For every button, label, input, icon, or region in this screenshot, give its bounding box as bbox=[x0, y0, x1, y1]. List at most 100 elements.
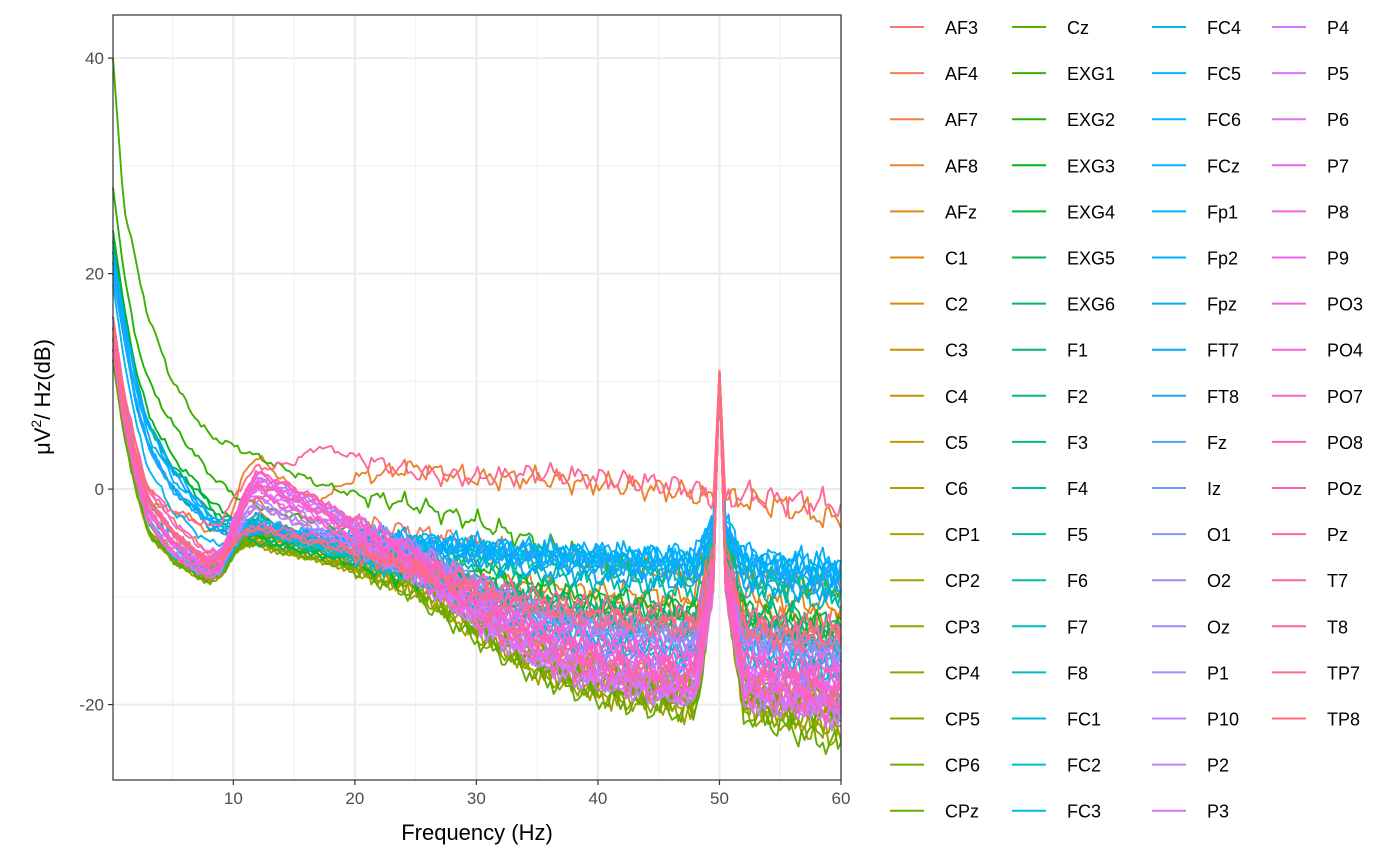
legend-label: FT7 bbox=[1207, 341, 1239, 361]
legend-item-CP6: CP6 bbox=[890, 756, 980, 776]
legend-item-P8: P8 bbox=[1272, 202, 1349, 222]
legend-item-FC4: FC4 bbox=[1152, 18, 1241, 38]
legend-item-C5: C5 bbox=[890, 433, 968, 453]
legend-item-AFz: AFz bbox=[890, 202, 977, 222]
legend-item-CP5: CP5 bbox=[890, 710, 980, 730]
legend-item-Cz: Cz bbox=[1012, 18, 1089, 38]
legend-item-P10: P10 bbox=[1152, 710, 1239, 730]
x-tick-label: 50 bbox=[710, 789, 729, 808]
legend-item-EXG1: EXG1 bbox=[1012, 64, 1115, 84]
legend-label: FT8 bbox=[1207, 387, 1239, 407]
legend-label: P9 bbox=[1327, 249, 1349, 269]
x-axis-title: Frequency (Hz) bbox=[401, 820, 553, 845]
legend-item-Iz: Iz bbox=[1152, 479, 1221, 499]
plot-panel-border bbox=[112, 14, 842, 781]
legend-label: F2 bbox=[1067, 387, 1088, 407]
legend-item-FC1: FC1 bbox=[1012, 710, 1101, 730]
legend-label: F6 bbox=[1067, 571, 1088, 591]
legend-item-POz: POz bbox=[1272, 479, 1362, 499]
series-line-TP8 bbox=[112, 327, 842, 651]
legend-label: Iz bbox=[1207, 479, 1221, 499]
legend-item-EXG5: EXG5 bbox=[1012, 249, 1115, 269]
legend-label: FC4 bbox=[1207, 18, 1241, 38]
legend-item-C2: C2 bbox=[890, 295, 968, 315]
legend-item-PO7: PO7 bbox=[1272, 387, 1363, 407]
x-tick-label: 10 bbox=[224, 789, 243, 808]
legend-label: EXG2 bbox=[1067, 110, 1115, 130]
legend-item-Pz: Pz bbox=[1272, 525, 1348, 545]
legend-label: Oz bbox=[1207, 617, 1230, 637]
legend-item-FCz: FCz bbox=[1152, 156, 1240, 176]
legend-item-FT8: FT8 bbox=[1152, 387, 1239, 407]
legend-label: CP1 bbox=[945, 525, 980, 545]
x-tick-label: 60 bbox=[832, 789, 851, 808]
legend-item-EXG2: EXG2 bbox=[1012, 110, 1115, 130]
legend-label: POz bbox=[1327, 479, 1362, 499]
legend-label: P7 bbox=[1327, 156, 1349, 176]
legend-item-O1: O1 bbox=[1152, 525, 1231, 545]
legend-item-Fp1: Fp1 bbox=[1152, 202, 1238, 222]
y-axis-title-superscript: 2 bbox=[28, 420, 44, 428]
legend-label: Fz bbox=[1207, 433, 1227, 453]
legend-label: TP7 bbox=[1327, 663, 1360, 683]
legend-label: C5 bbox=[945, 433, 968, 453]
legend-item-C1: C1 bbox=[890, 249, 968, 269]
legend-item-PO4: PO4 bbox=[1272, 341, 1363, 361]
legend-label: AF7 bbox=[945, 110, 978, 130]
y-tick-label: 20 bbox=[85, 265, 104, 284]
legend-item-P3: P3 bbox=[1152, 802, 1229, 822]
legend-item-F8: F8 bbox=[1012, 663, 1088, 683]
legend-item-P4: P4 bbox=[1272, 18, 1349, 38]
legend-item-F5: F5 bbox=[1012, 525, 1088, 545]
legend-item-F3: F3 bbox=[1012, 433, 1088, 453]
legend-item-P7: P7 bbox=[1272, 156, 1349, 176]
legend-label: P6 bbox=[1327, 110, 1349, 130]
x-axis: 10 20 30 40 50 60 bbox=[224, 780, 851, 808]
legend-item-P6: P6 bbox=[1272, 110, 1349, 130]
x-tick-label: 20 bbox=[345, 789, 364, 808]
legend-item-FC6: FC6 bbox=[1152, 110, 1241, 130]
legend-label: FCz bbox=[1207, 156, 1240, 176]
legend-label: P2 bbox=[1207, 756, 1229, 776]
legend-label: AF3 bbox=[945, 18, 978, 38]
legend-label: EXG6 bbox=[1067, 295, 1115, 315]
legend-item-CP3: CP3 bbox=[890, 617, 980, 637]
legend-item-C6: C6 bbox=[890, 479, 968, 499]
legend-label: FC5 bbox=[1207, 64, 1241, 84]
legend-label: Pz bbox=[1327, 525, 1348, 545]
y-axis-title-suffix: / Hz(dB) bbox=[30, 339, 55, 420]
x-tick-label: 40 bbox=[588, 789, 607, 808]
legend-label: EXG4 bbox=[1067, 202, 1115, 222]
legend-label: F4 bbox=[1067, 479, 1088, 499]
legend-item-P1: P1 bbox=[1152, 663, 1229, 683]
legend-label: AFz bbox=[945, 202, 977, 222]
y-axis: -20 0 20 40 bbox=[79, 49, 113, 715]
legend-item-PO8: PO8 bbox=[1272, 433, 1363, 453]
legend-item-TP8: TP8 bbox=[1272, 710, 1360, 730]
legend-item-EXG6: EXG6 bbox=[1012, 295, 1115, 315]
legend-item-FC5: FC5 bbox=[1152, 64, 1241, 84]
legend-label: FC3 bbox=[1067, 802, 1101, 822]
legend-label: F5 bbox=[1067, 525, 1088, 545]
legend-label: CP2 bbox=[945, 571, 980, 591]
legend-item-P2: P2 bbox=[1152, 756, 1229, 776]
legend-label: P4 bbox=[1327, 18, 1349, 38]
legend-label: P1 bbox=[1207, 663, 1229, 683]
legend-label: F7 bbox=[1067, 617, 1088, 637]
legend-item-FT7: FT7 bbox=[1152, 341, 1239, 361]
legend-item-EXG3: EXG3 bbox=[1012, 156, 1115, 176]
legend-label: P8 bbox=[1327, 202, 1349, 222]
legend-item-F4: F4 bbox=[1012, 479, 1088, 499]
legend-label: O1 bbox=[1207, 525, 1231, 545]
legend-item-P9: P9 bbox=[1272, 249, 1349, 269]
series-lines bbox=[112, 58, 842, 756]
legend-label: F1 bbox=[1067, 341, 1088, 361]
legend-label: FC6 bbox=[1207, 110, 1241, 130]
legend-label: C3 bbox=[945, 341, 968, 361]
legend-label: F8 bbox=[1067, 663, 1088, 683]
legend-label: EXG3 bbox=[1067, 156, 1115, 176]
legend-label: CP4 bbox=[945, 663, 980, 683]
legend-label: AF8 bbox=[945, 156, 978, 176]
